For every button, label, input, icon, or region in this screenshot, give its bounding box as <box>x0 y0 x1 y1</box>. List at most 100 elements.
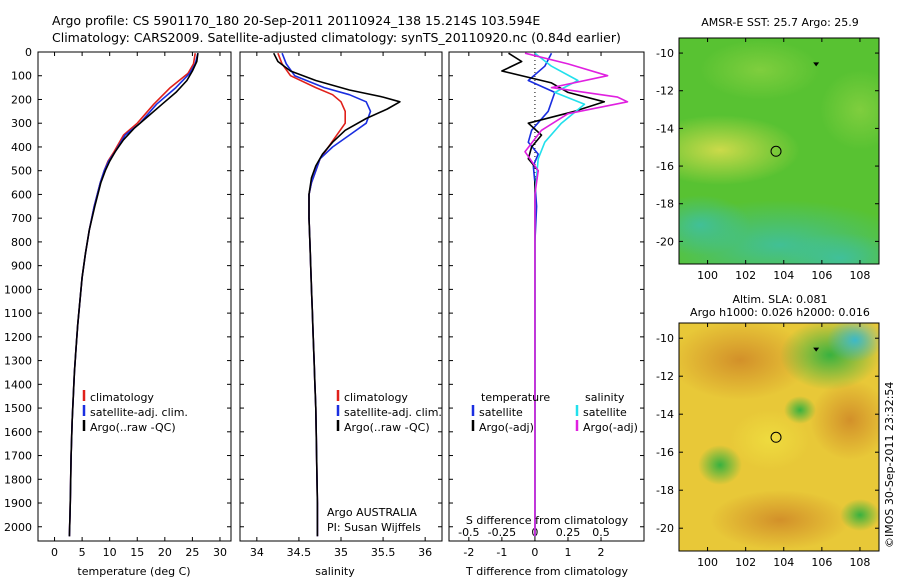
map1-argo-location-marker <box>770 145 782 157</box>
argo-pi-annotation: PI: Susan Wijffels <box>327 521 421 534</box>
salinity-axis-label: salinity <box>315 565 355 578</box>
depth-tick-label: 1100 <box>4 307 32 320</box>
map1-secondary-marker <box>813 62 820 67</box>
salinity-x-tick-label: 35 <box>334 546 348 559</box>
map2-lat-label: -14 <box>656 408 674 421</box>
diff-legend-label: Argo(-adj) <box>583 421 638 434</box>
salinity-series-1 <box>281 52 372 537</box>
salinity-legend-label: climatology <box>344 391 408 404</box>
map2-lon-label: 106 <box>811 556 832 569</box>
depth-tick-label: 100 <box>11 70 32 83</box>
map2-argo-location-marker <box>770 431 782 443</box>
temperature-legend-label: Argo(..raw -QC) <box>90 421 176 434</box>
temperature-x-tick-label: 20 <box>158 546 172 559</box>
salinity-legend-label: Argo(..raw -QC) <box>344 421 430 434</box>
map1-lat-label: -14 <box>656 122 674 135</box>
temperature-x-tick-label: 0 <box>51 546 58 559</box>
header-line-2: Climatology: CARS2009. Satellite-adjuste… <box>52 30 621 45</box>
map1-lon-label: 102 <box>735 269 756 282</box>
diff-x2-tick-label: 0.25 <box>556 526 581 539</box>
map1-lon-label: 100 <box>697 269 718 282</box>
depth-tick-label: 800 <box>11 236 32 249</box>
depth-tick-label: 1500 <box>4 402 32 415</box>
diff-x-tick-label: -2 <box>463 546 474 559</box>
map1-frame <box>678 37 880 265</box>
salinity-series-2 <box>272 52 401 537</box>
diff-legend-label: satellite <box>583 406 627 419</box>
depth-tick-label: 1800 <box>4 473 32 486</box>
argo-country-annotation: Argo AUSTRALIA <box>327 506 417 519</box>
diff-series-1 <box>501 52 606 537</box>
diff-x2-tick-label: -0.5 <box>458 526 479 539</box>
map2-lon-label: 102 <box>735 556 756 569</box>
map1-lat-label: -20 <box>656 235 674 248</box>
map2-frame <box>678 322 880 552</box>
temperature-plot-frame <box>37 51 232 542</box>
depth-tick-label: 200 <box>11 93 32 106</box>
depth-tick-label: 1900 <box>4 497 32 510</box>
map1-lat-label: -12 <box>656 85 674 98</box>
map2-subtitle: Argo h1000: 0.026 h2000: 0.016 <box>690 306 870 319</box>
salinity-x-tick-label: 35.5 <box>371 546 396 559</box>
temperature-series-2 <box>68 53 199 537</box>
depth-tick-label: 300 <box>11 117 32 130</box>
map2-lon-label: 104 <box>773 556 794 569</box>
temperature-legend-label: climatology <box>90 391 154 404</box>
depth-tick-label: 1300 <box>4 355 32 368</box>
s-diff-axis-label: S difference from climatology <box>466 514 629 527</box>
map1-panel: 100 102 104 106 108 -10 -12 -14 -16 -18 -20 <box>656 37 880 282</box>
map2-lat-label: -12 <box>656 370 674 383</box>
depth-tick-label: 1600 <box>4 426 32 439</box>
depth-tick-label: 1700 <box>4 450 32 463</box>
temperature-x-tick-label: 5 <box>79 546 86 559</box>
depth-tick-label: 1200 <box>4 331 32 344</box>
salinity-x-tick-label: 34.5 <box>287 546 312 559</box>
diff-series-2 <box>534 52 586 537</box>
temperature-axis-label: temperature (deg C) <box>77 565 190 578</box>
diff-x-tick-label: 1 <box>564 546 571 559</box>
diff-plot-frame <box>448 51 645 542</box>
map1-lon-label: 104 <box>773 269 794 282</box>
t-diff-axis-label: T difference from climatology <box>465 565 628 578</box>
depth-tick-label: 400 <box>11 141 32 154</box>
map1-lat-label: -18 <box>656 198 674 211</box>
depth-tick-label: 2000 <box>4 521 32 534</box>
diff-x-tick-label: 2 <box>598 546 605 559</box>
map2-lat-label: -18 <box>656 484 674 497</box>
map2-lon-label: 108 <box>849 556 870 569</box>
diff-panel: -2-1012-0.5-0.2500.250.5temperaturesatel… <box>448 51 645 559</box>
salinity-panel: 34 34.5 35 35.5 36 climatology satellite-adj. … <box>239 51 443 559</box>
depth-tick-label: 500 <box>11 165 32 178</box>
depth-tick-label: 900 <box>11 260 32 273</box>
temperature-series-0 <box>68 53 196 537</box>
map2-lat-label: -20 <box>656 522 674 535</box>
sla-field-image <box>679 323 879 551</box>
map2-lat-label: -16 <box>656 446 674 459</box>
temperature-x-tick-label: 15 <box>130 546 144 559</box>
diff-x-tick-label: -1 <box>496 546 507 559</box>
header-line-1: Argo profile: CS 5901170_180 20-Sep-2011… <box>52 13 540 28</box>
salinity-x-tick-label: 36 <box>418 546 432 559</box>
diff-legend-label: salinity <box>585 391 625 404</box>
temperature-x-tick-label: 10 <box>103 546 117 559</box>
diff-series-3 <box>524 52 629 537</box>
map2-secondary-marker <box>813 347 820 352</box>
depth-tick-label: 0 <box>25 46 32 59</box>
diff-series-0 <box>527 52 556 537</box>
map1-lon-label: 108 <box>849 269 870 282</box>
depth-tick-label: 700 <box>11 212 32 225</box>
temperature-panel: 0100200300400500600700800900100011001200… <box>4 46 232 559</box>
salinity-legend-label: satellite-adj. clim. <box>344 406 442 419</box>
salinity-plot-frame <box>239 51 443 542</box>
imos-timestamp: ©IMOS 30-Sep-2011 23:32:54 <box>883 382 896 548</box>
diff-x-tick-label: 0 <box>531 546 538 559</box>
diff-legend-label: Argo(-adj) <box>479 421 534 434</box>
map2-panel: 100 102 104 106 108 -10 -12 -14 -16 -18 -20 <box>656 322 880 569</box>
temperature-x-tick-label: 30 <box>213 546 227 559</box>
depth-tick-label: 1400 <box>4 378 32 391</box>
map1-lon-label: 106 <box>811 269 832 282</box>
depth-tick-label: 600 <box>11 188 32 201</box>
map2-title: Altim. SLA: 0.081 <box>732 293 827 306</box>
map1-lat-label: -16 <box>656 160 674 173</box>
